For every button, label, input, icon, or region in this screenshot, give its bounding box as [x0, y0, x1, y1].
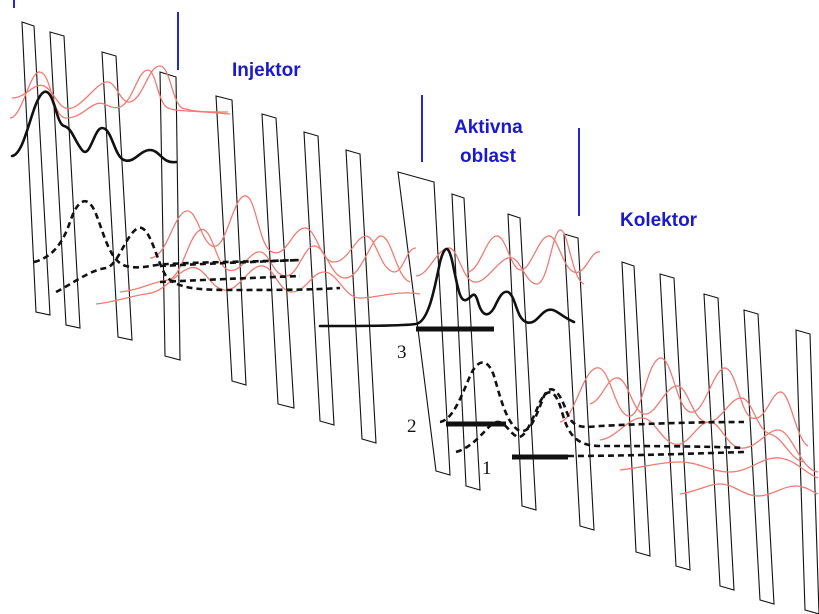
- barrier: [743, 309, 775, 605]
- wavefunction-red: [149, 195, 417, 273]
- label-collector: Kolektor: [620, 210, 698, 231]
- wavefunction-red: [119, 229, 411, 293]
- barrier: [303, 131, 335, 426]
- label-active-line1: Aktivna: [454, 117, 523, 138]
- barrier-group: [21, 21, 819, 614]
- wavefunction-injector-dashed: [55, 226, 341, 294]
- barrier: [21, 21, 51, 316]
- wavefunction-red: [559, 357, 809, 447]
- barrier: [49, 31, 81, 329]
- wavefunction-red: [95, 265, 421, 305]
- barrier: [703, 293, 735, 591]
- wavefunction-red: [679, 483, 819, 497]
- barrier: [659, 273, 691, 571]
- label-active-line2: oblast: [460, 146, 517, 167]
- wavefunction-state-3: [318, 247, 576, 328]
- label-state-1: 1: [482, 458, 492, 479]
- label-injector: Injektor: [232, 60, 301, 81]
- wavefunction-red: [599, 417, 819, 473]
- barrier: [621, 261, 651, 557]
- wavefunction-red: [589, 377, 805, 463]
- red-wavefunctions: [9, 65, 819, 497]
- wavefunction-red: [415, 229, 585, 285]
- label-state-2: 2: [407, 416, 417, 437]
- wavefunction-red: [619, 457, 819, 479]
- wavefunction-red: [11, 65, 229, 113]
- wavefunction-red: [467, 235, 601, 273]
- wavefunction-injector-ground: [10, 90, 178, 164]
- barrier: [451, 193, 481, 491]
- wavefunction-state-2: [439, 361, 745, 433]
- barrier: [397, 171, 451, 476]
- barrier: [101, 51, 133, 341]
- barrier: [215, 95, 247, 386]
- barrier: [507, 213, 537, 511]
- barrier: [563, 233, 595, 531]
- barrier: [345, 149, 377, 444]
- wavefunction-state-1: [567, 450, 745, 458]
- barrier: [159, 71, 181, 361]
- label-state-3: 3: [397, 342, 407, 363]
- wavefunction-injector-dashed: [159, 258, 301, 268]
- wavefunction-injector-dashed: [159, 274, 301, 284]
- wavefunction-red: [9, 69, 231, 119]
